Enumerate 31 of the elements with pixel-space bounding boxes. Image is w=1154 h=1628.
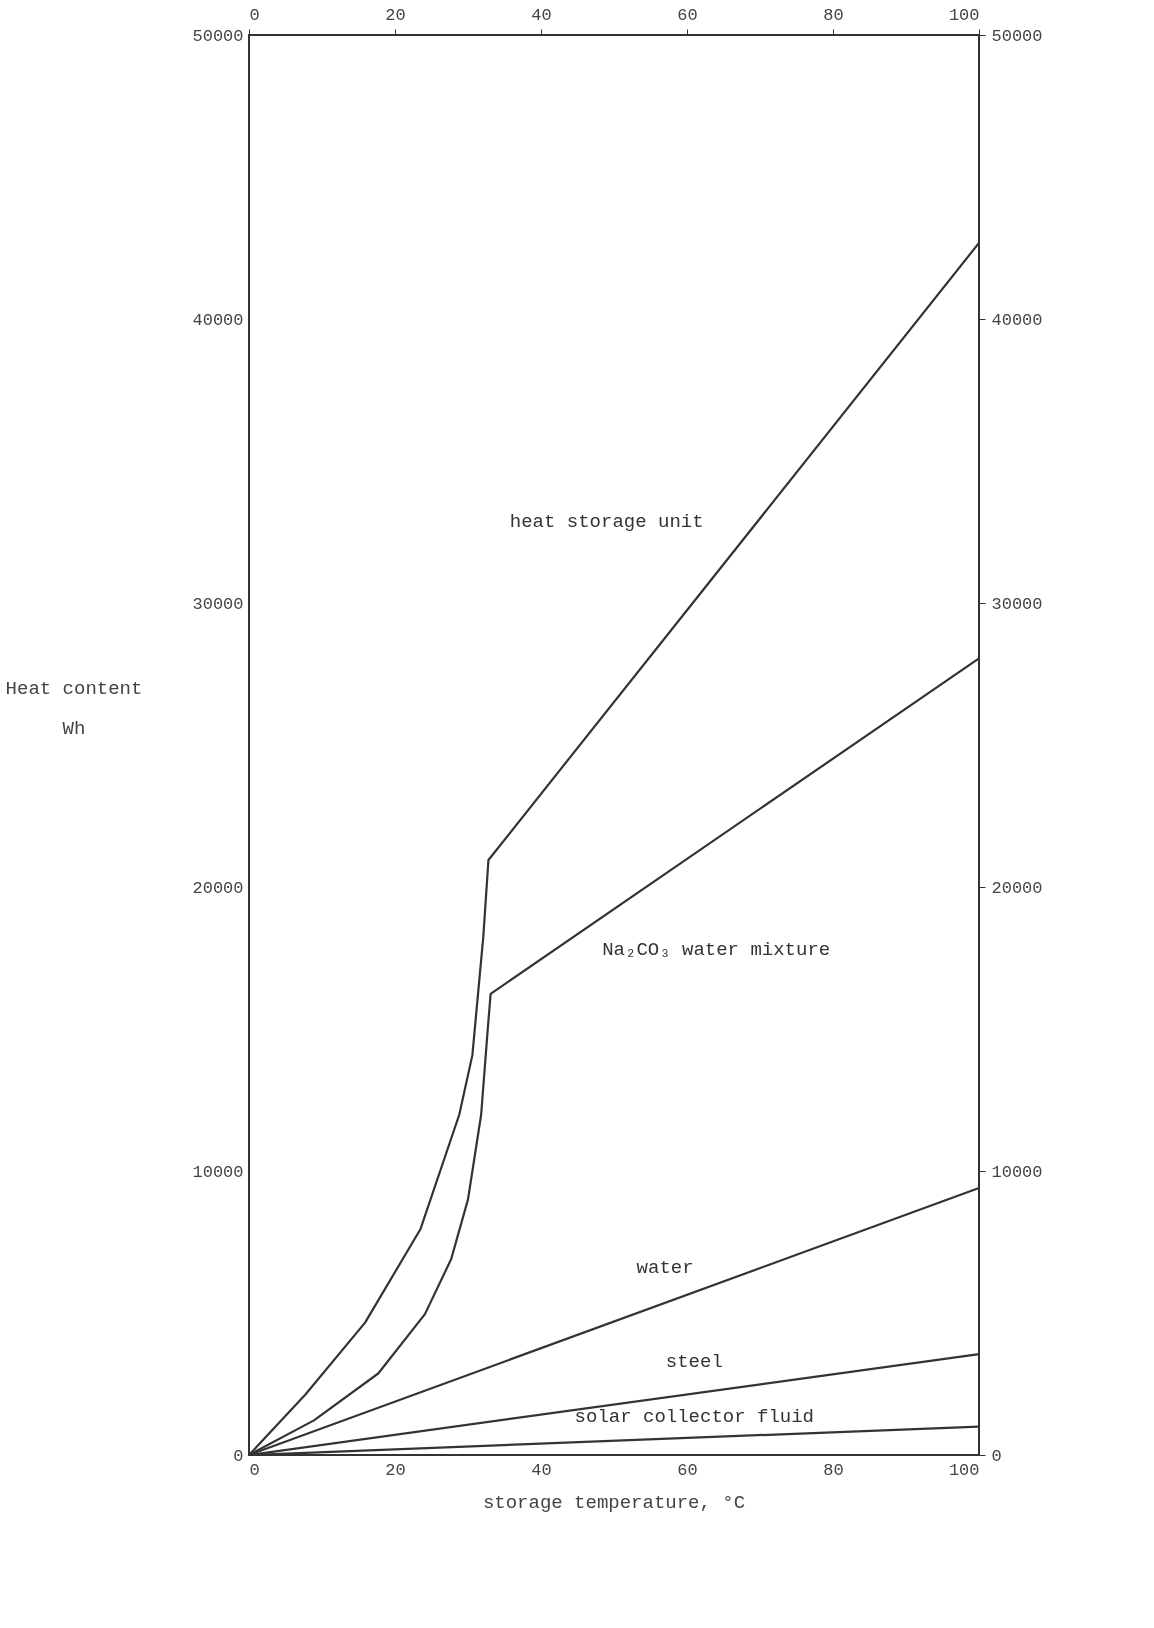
x-tick-label: 100: [948, 1460, 980, 1480]
y-tick-label: 0: [233, 1446, 244, 1466]
y-tick-label: 50000: [192, 26, 244, 46]
y2-tick-label: 10000: [991, 1162, 1043, 1182]
x2-tick-label: 0: [249, 5, 260, 25]
y-tick-label: 20000: [192, 878, 244, 898]
y-tick-label: 10000: [192, 1162, 244, 1182]
x2-tick-label: 40: [531, 5, 552, 25]
x-tick-label: 80: [823, 1460, 844, 1480]
y2-tick-label: 40000: [991, 310, 1043, 330]
series-label: steel: [665, 1351, 723, 1374]
series-label: solar collector fluid: [574, 1405, 815, 1428]
series-label: water: [636, 1256, 694, 1279]
y2-tick-label: 20000: [991, 878, 1043, 898]
y2-tick-label: 50000: [991, 26, 1043, 46]
x2-tick-label: 80: [823, 5, 844, 25]
series-label: heat storage unit: [509, 511, 704, 534]
x2-tick-label: 20: [385, 5, 406, 25]
x2-tick-label: 100: [948, 5, 980, 25]
x-tick-label: 60: [677, 1460, 698, 1480]
y2-tick-label: 0: [991, 1446, 1002, 1466]
x2-tick-label: 60: [677, 5, 698, 25]
x-tick-label: 0: [249, 1460, 260, 1480]
x-tick-label: 20: [385, 1460, 406, 1480]
x-tick-label: 40: [531, 1460, 552, 1480]
y-axis-title: Heat content Wh: [5, 678, 143, 741]
y-tick-label: 40000: [192, 310, 244, 330]
y-tick-label: 30000: [192, 594, 244, 614]
y2-tick-label: 30000: [991, 594, 1043, 614]
series-label: Na₂CO₃ water mixture: [602, 938, 831, 961]
x-axis-title: storage temperature, °C: [482, 1492, 746, 1514]
